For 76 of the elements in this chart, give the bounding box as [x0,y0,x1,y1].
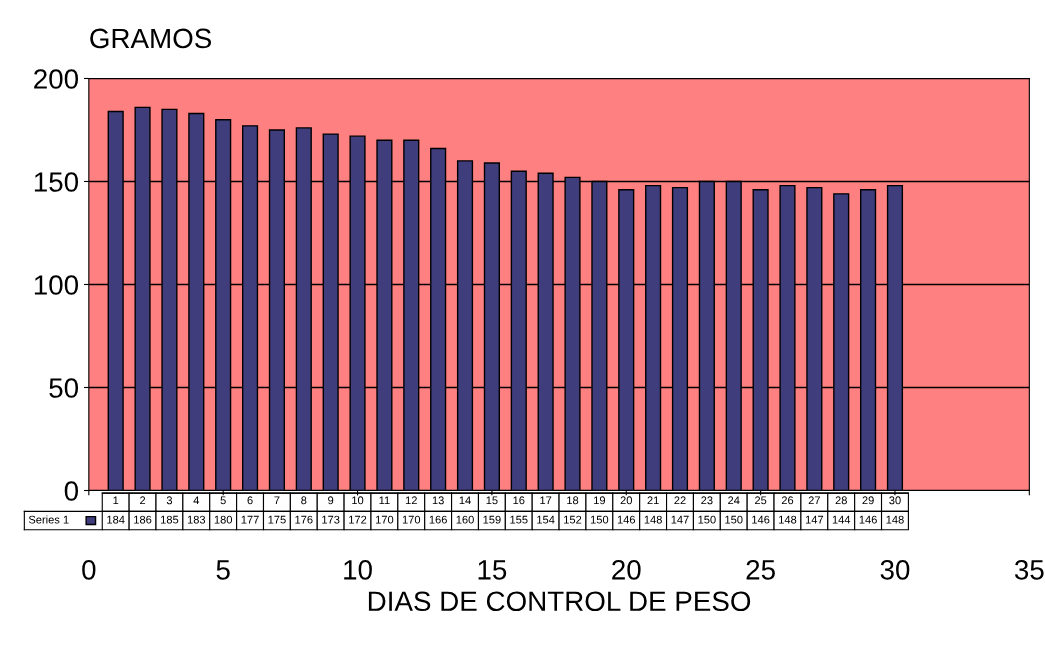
data-label: 184 [107,515,125,524]
x2-tick-label: 16 [513,496,525,505]
data-label: 170 [402,515,421,524]
x2-tick-label: 18 [567,496,579,505]
y-tick-label: 200 [34,69,79,89]
x2-tick-label: 25 [754,496,767,505]
data-label: 146 [617,515,636,524]
x-tick-label: 30 [880,559,910,580]
y-tick-label: 0 [64,481,79,501]
x-axis-title: DIAS DE CONTROL DE PESO [368,591,751,612]
x2-tick-label: 7 [274,496,280,505]
x2-tick-label: 27 [808,496,820,505]
x-tick-label: 35 [1014,559,1044,580]
x2-tick-label: 1 [113,496,119,505]
x2-tick-label: 17 [540,496,552,505]
data-label: 173 [322,515,340,524]
x2-tick-label: 20 [620,496,632,505]
x2-tick-label: 23 [701,496,713,505]
y-tick-label: 100 [34,275,79,295]
data-label: 185 [161,515,179,524]
data-label: 150 [698,515,716,524]
x2-tick-label: 6 [247,496,253,505]
x2-tick-label: 5 [220,496,226,505]
data-label: 176 [295,515,313,524]
x2-tick-label: 19 [594,496,606,505]
data-label: 186 [134,515,152,524]
data-label: 148 [779,515,797,524]
x2-tick-label: 9 [328,496,334,505]
x2-tick-label: 12 [405,496,417,505]
x-tick-label: 0 [82,559,96,580]
data-label: 172 [349,515,367,524]
data-label: 144 [832,515,851,524]
x2-tick-label: 30 [889,496,901,505]
data-label: 177 [241,515,259,524]
data-label: 147 [805,515,824,524]
x2-tick-label: 14 [459,496,471,505]
x2-tick-label: 4 [193,496,200,505]
x2-tick-label: 15 [486,496,498,505]
x2-tick-label: 29 [862,496,874,505]
data-label: 160 [456,515,474,524]
data-label: 148 [644,515,662,524]
x2-tick-label: 24 [728,496,740,505]
x2-tick-label: 22 [674,496,686,505]
data-label: 146 [752,515,770,524]
y-tick-label: 150 [34,172,79,192]
x2-tick-label: 8 [301,496,307,505]
data-label: 150 [725,515,743,524]
y-tick-label: 50 [49,378,79,398]
x2-tick-label: 3 [166,496,173,505]
data-label: 155 [510,515,528,524]
data-label: 152 [564,515,582,524]
data-label: 147 [671,515,689,524]
data-label: 148 [886,515,904,524]
data-label: 180 [214,515,233,524]
x-tick-label: 15 [478,560,507,580]
x-tick-label: 20 [612,559,641,580]
data-label: 159 [483,515,501,524]
x2-tick-label: 10 [352,496,364,505]
data-label: 154 [537,515,555,524]
x2-tick-label: 28 [835,496,847,505]
x2-tick-label: 2 [140,496,146,505]
data-label: 183 [187,515,206,524]
data-label: 150 [590,515,609,524]
y-axis-title: GRAMOS [90,28,212,49]
x2-tick-label: 11 [379,496,390,505]
x2-tick-label: 21 [647,496,659,505]
x2-tick-label: 26 [781,496,794,505]
data-label: 175 [268,515,286,524]
data-label: 170 [375,515,394,524]
data-label: 146 [859,515,877,524]
x-tick-label: 25 [746,559,775,580]
x-tick-label: 10 [344,559,372,580]
legend-label: Series 1 [28,515,69,524]
data-label: 166 [429,515,447,524]
x-tick-label: 5 [216,560,230,580]
x2-tick-label: 13 [432,496,444,505]
